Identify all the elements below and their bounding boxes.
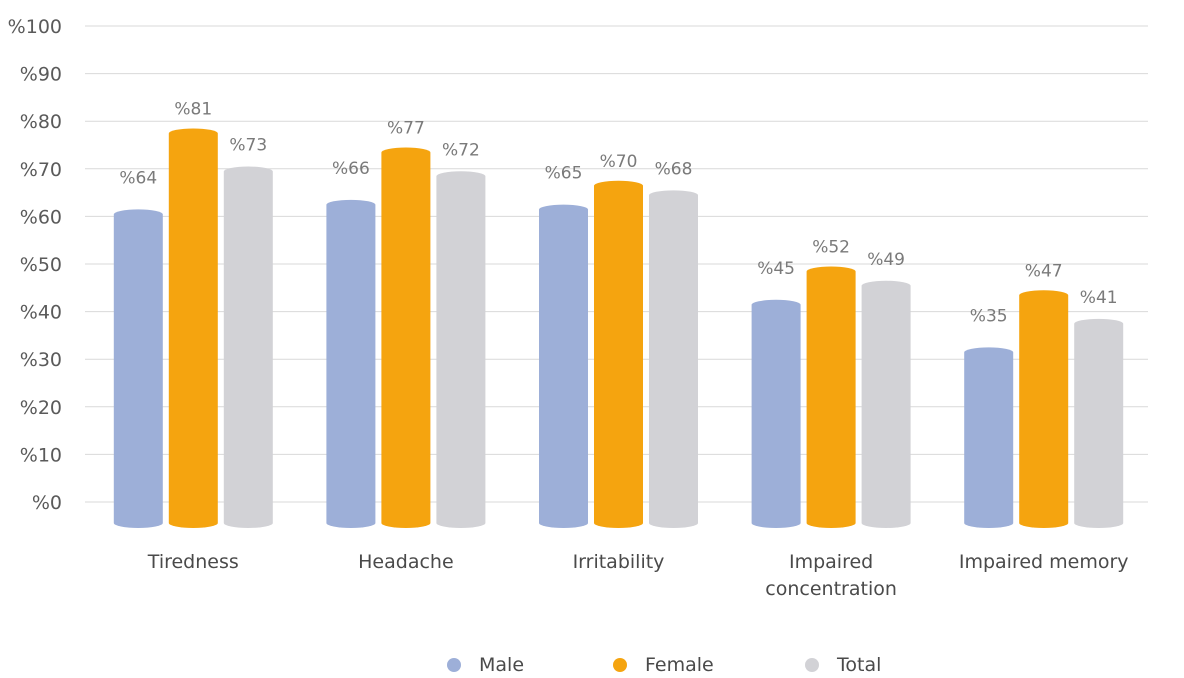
legend-swatch-male [447, 658, 461, 672]
y-tick-label: %80 [20, 111, 62, 133]
data-label-total: %41 [1080, 288, 1118, 308]
bar-female [1019, 290, 1069, 528]
category-label: concentration [765, 578, 897, 600]
data-label-female: %77 [387, 118, 425, 138]
y-tick-label: %70 [20, 159, 62, 181]
data-label-total: %72 [442, 140, 480, 160]
legend-item-male: Male [447, 654, 524, 676]
legend: Male Female Total [0, 654, 1184, 678]
bar-male [113, 209, 163, 529]
bar-total [436, 171, 486, 528]
data-label-male: %35 [970, 306, 1008, 326]
data-label-female: %52 [812, 237, 850, 257]
data-label-female: %47 [1025, 261, 1063, 281]
data-label-male: %64 [119, 168, 157, 188]
y-tick-label: %40 [20, 302, 62, 324]
legend-swatch-female [613, 658, 627, 672]
legend-swatch-total [805, 658, 819, 672]
x-axis-categories: Tiredness Headache Irritability Impaired con… [147, 551, 1129, 600]
category-label: Impaired [789, 551, 873, 573]
y-tick-label: %50 [20, 254, 62, 276]
y-axis-ticks: %0 %10 %20 %30 %40 %50 %60 %70 %80 %90 %100 [8, 16, 62, 514]
bar-male [326, 199, 376, 528]
bar-male [539, 204, 588, 528]
category-label: Irritability [573, 551, 665, 573]
category-label: Impaired memory [959, 551, 1129, 573]
data-label-male: %65 [545, 164, 583, 184]
legend-item-female: Female [613, 654, 714, 676]
legend-label-female: Female [645, 654, 714, 676]
y-tick-label: %20 [20, 397, 62, 419]
data-label-female: %70 [600, 152, 638, 172]
category-label: Headache [358, 551, 454, 573]
legend-label-male: Male [479, 654, 525, 676]
y-tick-label: %100 [8, 16, 62, 38]
data-label-male: %45 [757, 259, 795, 279]
y-tick-label: %10 [20, 444, 62, 466]
bar-chart: %0 %10 %20 %30 %40 %50 %60 %70 %80 %90 %100 %64 %81… [8, 16, 1148, 600]
y-tick-label: %0 [32, 492, 62, 514]
data-labels: %64 %81 %73 %66 %77 %72 %65 %70 %68 %45 %52 %49 %35%… [119, 99, 1117, 326]
legend-item-total: Total [805, 654, 881, 676]
bar-total [861, 280, 911, 528]
data-label-male: %66 [332, 159, 370, 179]
y-tick-label: %90 [20, 64, 62, 86]
data-label-female: %81 [174, 99, 212, 119]
data-label-total: %68 [655, 159, 693, 179]
category-label: Tiredness [147, 551, 239, 573]
bars [113, 128, 1124, 529]
y-tick-label: %60 [20, 206, 62, 228]
y-tick-label: %30 [20, 349, 62, 371]
bar-female [381, 147, 431, 529]
bar-total [649, 190, 698, 528]
bar-female [806, 266, 856, 528]
bar-male [751, 299, 801, 528]
bar-total [223, 166, 273, 528]
data-label-total: %73 [229, 136, 267, 156]
bar-female [594, 180, 643, 529]
bar-total [1074, 318, 1124, 528]
data-label-total: %49 [867, 250, 905, 270]
legend-label-total: Total [837, 654, 882, 676]
bar-female [168, 128, 218, 528]
bar-male [964, 347, 1014, 528]
